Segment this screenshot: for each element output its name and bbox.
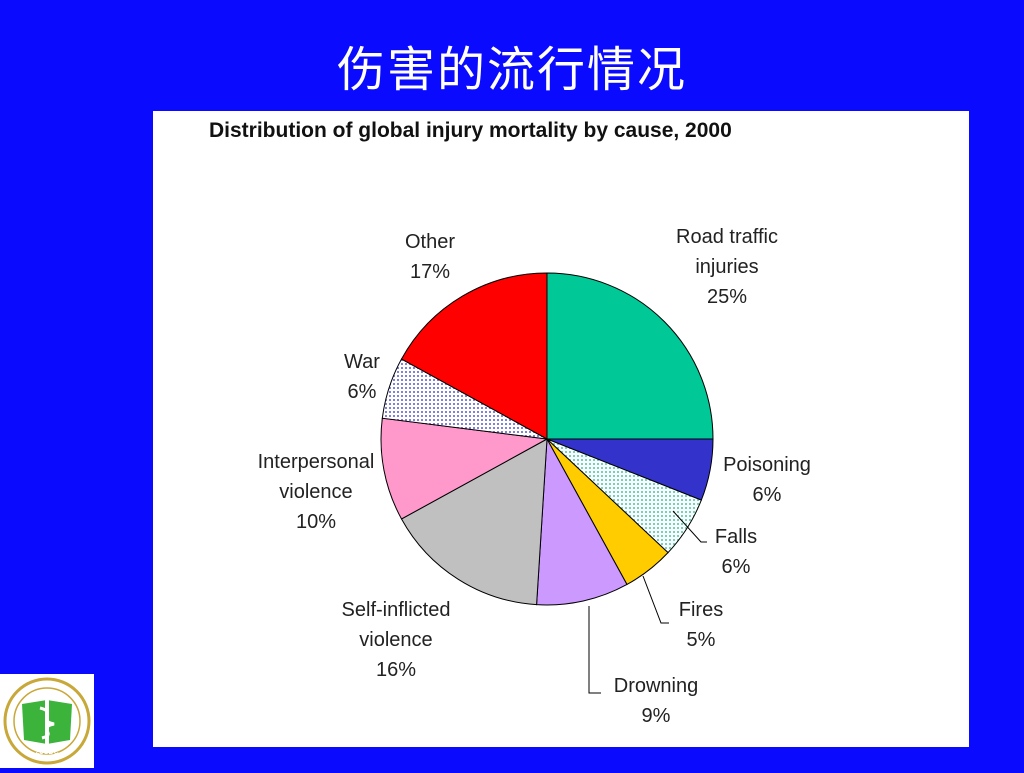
pie-chart: Road traffic injuries 25% Poisoning 6% Falls 6… [258, 226, 811, 727]
pie-slice-other [400, 272, 548, 440]
leader-line [672, 510, 707, 543]
slice-label: Fires 5% [679, 599, 723, 651]
zjcdc-logo: ZJCDC [0, 674, 94, 768]
leader-line [588, 606, 601, 694]
slide-title: 伤害的流行情况 [336, 42, 687, 98]
slice-label: Poisoning 6% [723, 454, 811, 506]
pie-slice-self-inflicted-violence [400, 438, 548, 606]
slice-label: Road traffic injuries 25% [676, 226, 778, 308]
leader-line [642, 575, 669, 624]
slice-label: Drowning 9% [614, 675, 698, 727]
logo-text: ZJCDC [35, 749, 58, 756]
pie-slice-drowning [536, 437, 628, 606]
slice-label: Falls 6% [715, 526, 757, 578]
chart-title: Distribution of global injury mortality … [209, 119, 732, 142]
chart-panel: Distribution of global injury mortality … [153, 111, 969, 747]
pie-slice-road-traffic-injuries [546, 272, 714, 440]
slice-label: Self-inflicted violence 16% [342, 599, 451, 681]
logo-emblem-icon: ZJCDC [3, 677, 91, 765]
slice-label: Interpersonal violence 10% [258, 451, 375, 533]
slice-label: Other 17% [405, 231, 455, 283]
pie-slice-interpersonal-violence [380, 417, 549, 520]
slice-label: War 6% [344, 351, 380, 403]
